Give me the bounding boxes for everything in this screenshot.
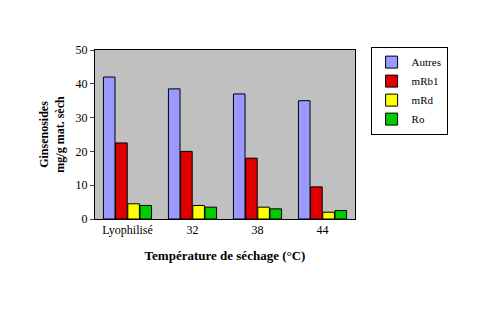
- svg-text:40: 40: [76, 77, 88, 91]
- svg-text:50: 50: [76, 43, 88, 57]
- svg-text:mRb1: mRb1: [412, 75, 439, 87]
- svg-text:10: 10: [76, 178, 88, 192]
- svg-text:Ginsenosidesmg/g mat. sèch: Ginsenosidesmg/g mat. sèch: [37, 96, 67, 173]
- svg-text:30: 30: [76, 111, 88, 125]
- svg-text:Autres: Autres: [412, 56, 441, 68]
- svg-text:Ro: Ro: [412, 113, 425, 125]
- svg-text:Température de séchage (°C): Température de séchage (°C): [145, 248, 306, 263]
- svg-text:0: 0: [82, 212, 88, 226]
- svg-text:Lyophilisé: Lyophilisé: [102, 223, 153, 237]
- svg-text:44: 44: [317, 223, 329, 237]
- svg-text:mRd: mRd: [412, 94, 434, 106]
- svg-text:20: 20: [76, 145, 88, 159]
- svg-text:38: 38: [252, 223, 264, 237]
- svg-text:32: 32: [187, 223, 199, 237]
